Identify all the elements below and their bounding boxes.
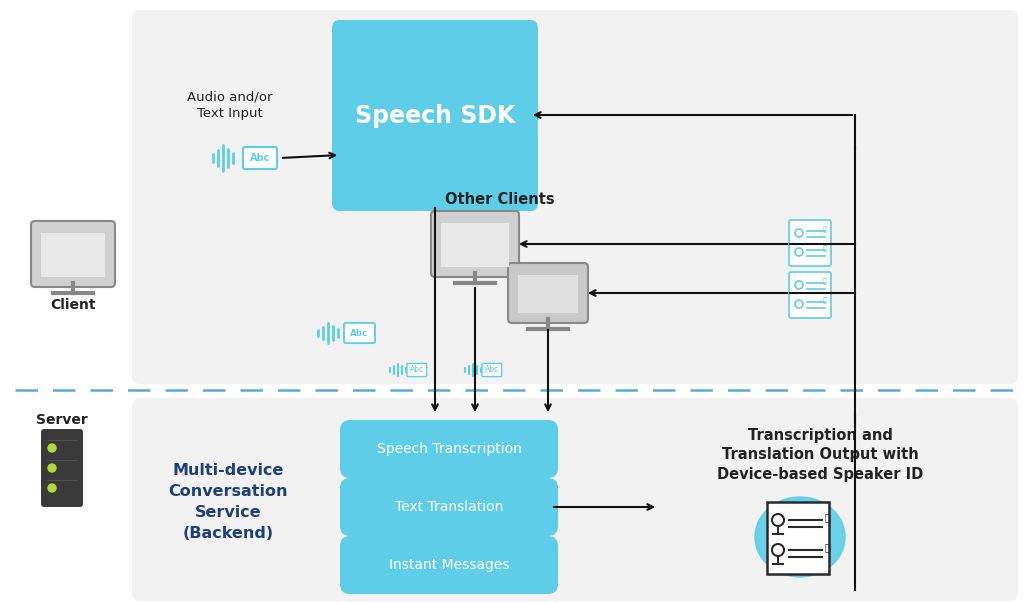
- FancyBboxPatch shape: [41, 429, 84, 507]
- FancyBboxPatch shape: [340, 478, 558, 536]
- Text: Speech SDK: Speech SDK: [355, 104, 516, 127]
- FancyBboxPatch shape: [340, 536, 558, 594]
- FancyBboxPatch shape: [243, 147, 277, 169]
- FancyBboxPatch shape: [431, 211, 519, 277]
- Text: 字: 字: [823, 297, 827, 303]
- Text: 字: 字: [824, 512, 830, 522]
- Ellipse shape: [755, 497, 845, 577]
- Text: 字: 字: [823, 226, 827, 232]
- Text: Abc: Abc: [485, 365, 499, 374]
- Text: Multi-device
Conversation
Service
(Backend): Multi-device Conversation Service (Backe…: [168, 463, 288, 541]
- Text: 字: 字: [824, 542, 830, 552]
- Text: 字: 字: [823, 245, 827, 251]
- FancyBboxPatch shape: [483, 364, 502, 377]
- FancyBboxPatch shape: [31, 221, 115, 287]
- Text: Text Translation: Text Translation: [395, 500, 503, 514]
- Circle shape: [48, 484, 56, 492]
- Text: Abc: Abc: [351, 329, 369, 338]
- Text: Server: Server: [36, 413, 88, 427]
- FancyBboxPatch shape: [441, 223, 509, 267]
- FancyBboxPatch shape: [132, 398, 1018, 601]
- Text: Abc: Abc: [410, 365, 425, 374]
- FancyBboxPatch shape: [789, 272, 831, 318]
- Text: Other Clients: Other Clients: [445, 192, 555, 207]
- Text: Client: Client: [51, 298, 96, 312]
- FancyBboxPatch shape: [767, 502, 829, 574]
- FancyBboxPatch shape: [332, 20, 538, 211]
- Circle shape: [48, 444, 56, 452]
- FancyBboxPatch shape: [518, 275, 578, 313]
- Text: Audio and/or
Text Input: Audio and/or Text Input: [188, 90, 273, 120]
- FancyBboxPatch shape: [407, 364, 427, 377]
- FancyBboxPatch shape: [508, 263, 588, 323]
- FancyBboxPatch shape: [340, 420, 558, 478]
- Text: Speech Transcription: Speech Transcription: [376, 442, 522, 456]
- Text: Transcription and
Translation Output with
Device-based Speaker ID: Transcription and Translation Output wit…: [717, 428, 923, 482]
- Circle shape: [48, 464, 56, 472]
- FancyBboxPatch shape: [132, 10, 1018, 384]
- FancyBboxPatch shape: [344, 323, 375, 343]
- Text: Instant Messages: Instant Messages: [389, 558, 509, 572]
- Text: Abc: Abc: [250, 153, 270, 163]
- Text: 字: 字: [823, 278, 827, 284]
- FancyBboxPatch shape: [41, 233, 105, 277]
- FancyBboxPatch shape: [789, 220, 831, 266]
